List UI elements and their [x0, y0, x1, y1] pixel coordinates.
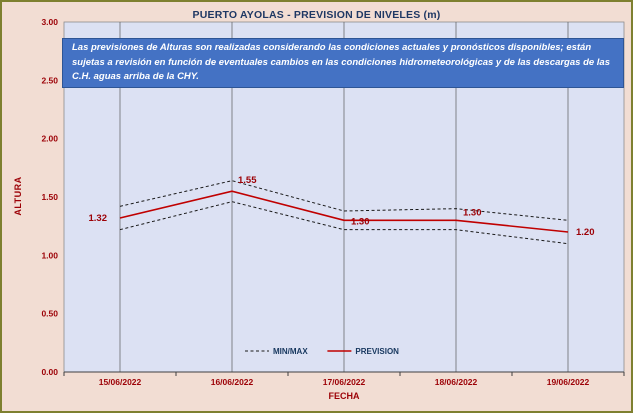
x-tick-label: 16/06/2022	[211, 377, 254, 387]
series-line-minmax	[119, 180, 569, 221]
chart-title: PUERTO AYOLAS - PREVISION DE NIVELES (m)	[192, 9, 441, 21]
y-tick-label: 2.50	[41, 75, 58, 85]
legend-label: PREVISION	[355, 347, 399, 356]
data-label: 1.32	[89, 213, 108, 224]
data-label: 1.55	[238, 175, 257, 186]
y-tick-label: 1.50	[41, 192, 58, 202]
data-label: 1.30	[463, 207, 482, 218]
y-tick-label: 2.00	[41, 134, 58, 144]
y-tick-label: 1.00	[41, 250, 58, 260]
x-tick-label: 15/06/2022	[99, 377, 142, 387]
legend-label: MIN/MAX	[273, 347, 308, 356]
y-tick-label: 0.00	[41, 367, 58, 377]
data-label: 1.20	[576, 227, 595, 238]
y-tick-label: 3.00	[41, 17, 58, 27]
x-tick-label: 17/06/2022	[323, 377, 366, 387]
series-line-prevision	[119, 190, 569, 233]
y-tick-label: 0.50	[41, 309, 58, 319]
series-line-minmax	[119, 201, 569, 245]
x-tick-label: 19/06/2022	[547, 377, 590, 387]
disclaimer-banner: Las previsiones de Alturas son realizada…	[62, 38, 624, 88]
x-tick-label: 18/06/2022	[435, 377, 478, 387]
disclaimer-text: Las previsiones de Alturas son realizada…	[72, 41, 611, 83]
data-label: 1.30	[351, 216, 370, 227]
x-axis-title: FECHA	[328, 391, 360, 401]
